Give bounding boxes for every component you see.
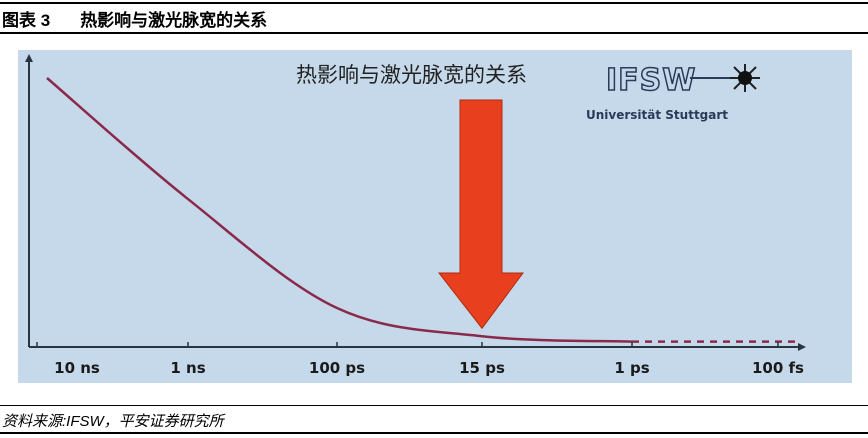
logo-text: IFSW: [606, 63, 696, 98]
y-axis-arrow-icon: [25, 54, 33, 62]
x-ticks: 10 ns 1 ns 100 ps 15 ps 1 ps 100 fs: [36, 342, 804, 377]
x-tick-label: 10 ns: [54, 359, 100, 377]
x-tick-label: 15 ps: [459, 359, 505, 377]
x-tick-label: 1 ps: [614, 359, 649, 377]
down-arrow-icon: [437, 99, 524, 330]
figure-header: 图表 3 热影响与激光脉宽的关系: [2, 6, 267, 31]
x-axis-arrow-icon: [798, 343, 806, 351]
heat-effect-curve: [46, 77, 633, 343]
x-tick-label: 100 fs: [752, 359, 804, 377]
arrow-annotation: [437, 99, 524, 330]
source-note: 资料来源:IFSW，平安证券研究所: [2, 413, 224, 430]
x-tick-label: 1 ns: [170, 359, 205, 377]
axes: [25, 54, 806, 351]
logo-subtext: Universität Stuttgart: [586, 108, 728, 122]
figure-label: 图表 3: [2, 11, 51, 30]
header-rule: [0, 32, 868, 34]
bottom-rule: [0, 432, 868, 434]
chart-title: 热影响与激光脉宽的关系: [296, 63, 527, 87]
source-rule-top: [0, 405, 868, 406]
chart-svg: 热影响与激光脉宽的关系 IFSW Universität Stuttgart 1…: [25, 54, 806, 377]
top-rule: [0, 2, 868, 4]
ifsw-logo: IFSW Universität Stuttgart: [586, 62, 760, 122]
x-tick-label: 100 ps: [309, 359, 365, 377]
chart-image: 热影响与激光脉宽的关系 IFSW Universität Stuttgart 1…: [18, 50, 852, 383]
figure-title: 热影响与激光脉宽的关系: [80, 11, 268, 30]
curve-group: [46, 77, 798, 343]
